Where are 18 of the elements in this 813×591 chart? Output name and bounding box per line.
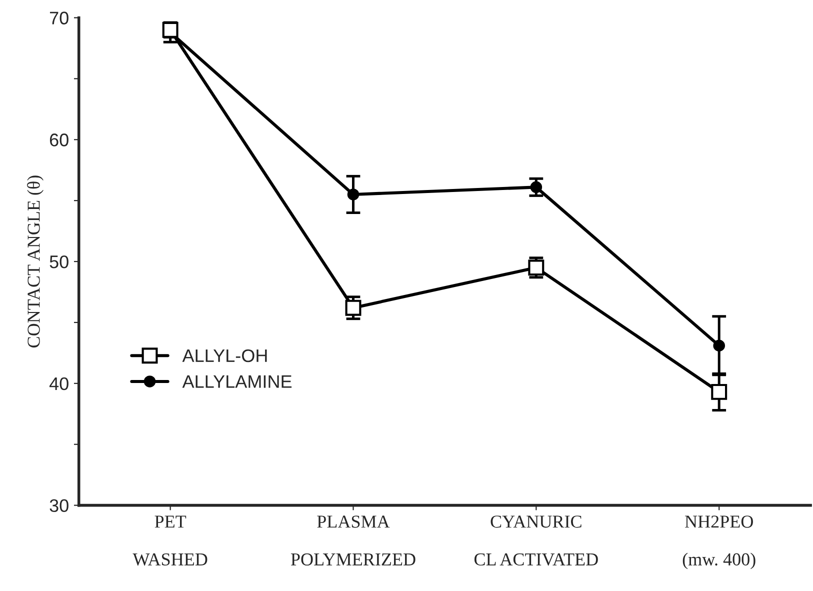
y-tick-label: 40 (49, 377, 68, 390)
y-tick-label: 50 (50, 255, 68, 268)
category-label: NH2PEO (mw. 400) (682, 516, 756, 570)
point (713, 340, 726, 352)
y-tick-label: 60 (50, 134, 68, 146)
legend-label: ALLYL-OH (182, 349, 267, 362)
y-tick-label: 30 (50, 499, 68, 512)
category-label: PLASMA POLYMERIZED (290, 516, 416, 566)
y-axis-title: CONTACT ANGLE (θ) (27, 176, 44, 348)
point (530, 181, 542, 194)
y-tick-label: 70 (50, 12, 68, 24)
category-label: PET WASHED (132, 516, 208, 566)
point (347, 188, 360, 200)
point (528, 260, 544, 276)
point (345, 300, 362, 316)
point (711, 384, 728, 400)
legend-label: ALLYLAMINE (182, 375, 292, 388)
category-label: CYANURIC CL ACTIVATED (474, 516, 598, 566)
